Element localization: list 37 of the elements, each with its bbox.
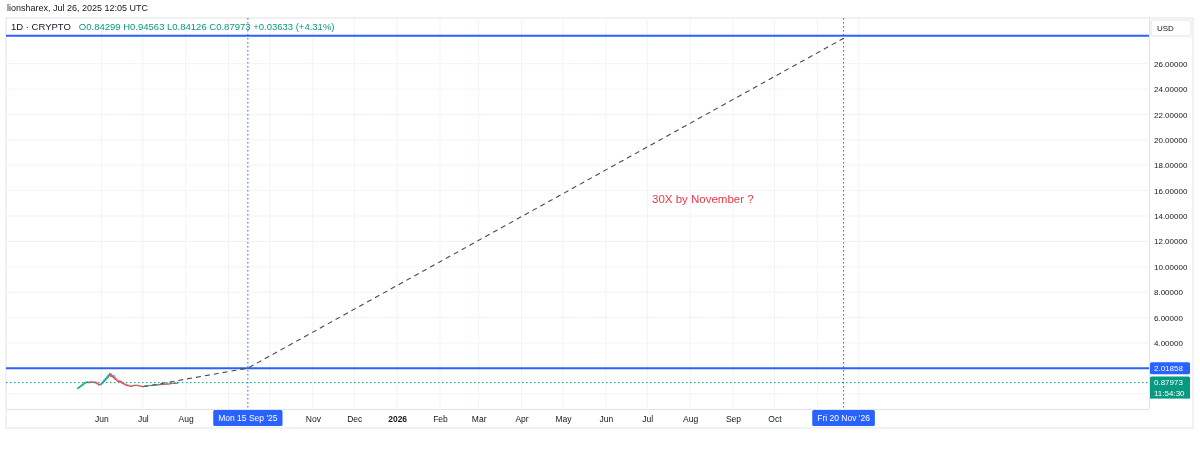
y-tick-label: 26.00000 [1154,59,1188,69]
x-tick-label: Feb [433,414,449,425]
annotation: 11:54:30 [1154,388,1186,398]
y-tick-label: 20.00000 [1154,135,1188,145]
text: lionsharex, Jul 26, 2025 12:05 UTC [7,3,149,14]
x-tick-label: Nov [305,414,322,425]
x-tick-label: May [555,414,573,425]
y-tick-label: 24.00000 [1154,85,1188,95]
chart-title: 1D · CRYPTO [11,21,71,33]
y-tick-label: 12.00000 [1154,237,1188,247]
y-tick-label: 18.00000 [1154,161,1188,171]
x-tick-label: Jun [95,414,109,425]
x-tick-label: Mar [471,414,487,425]
x-tick-label: Apr [515,414,529,425]
x-tick-label: Jul [642,414,654,425]
y-tick-label: 22.00000 [1154,110,1188,120]
ref-line-label: Mon 15 Sep '25 [218,412,278,423]
ref-line-label: Fri 20 Nov '26 [817,412,871,423]
y-tick-label: 14.00000 [1154,212,1188,222]
y-tick-label: 4.00000 [1154,339,1184,349]
x-tick-label: Jul [137,414,149,425]
x-tick-label: Sep [725,414,742,425]
y-tick-label: 10.00000 [1154,262,1188,272]
x-tick-label: Oct [768,414,783,425]
x-tick-label: 2026 [388,414,408,425]
chart-subtitle: O0.84299 H0.94563 L0.84126 C0.87973 +0.03633 (+4.31%) [78,21,335,33]
y-tick-label: 6.00000 [1154,313,1184,323]
y-tick-label: 8.00000 [1154,288,1184,298]
y-tick-label: 16.00000 [1154,186,1188,196]
x-tick-label: Aug [178,414,195,425]
x-tick-label: Dec [347,414,364,425]
y-axis-title: USD [1157,23,1175,33]
annotation: 30X by November ? [652,193,754,206]
ref-line-label: 2.01858 [1154,363,1184,373]
ref-line-label: 0.87973 [1154,378,1184,388]
x-tick-label: Jun [599,414,614,425]
x-tick-label: Aug [683,414,699,425]
